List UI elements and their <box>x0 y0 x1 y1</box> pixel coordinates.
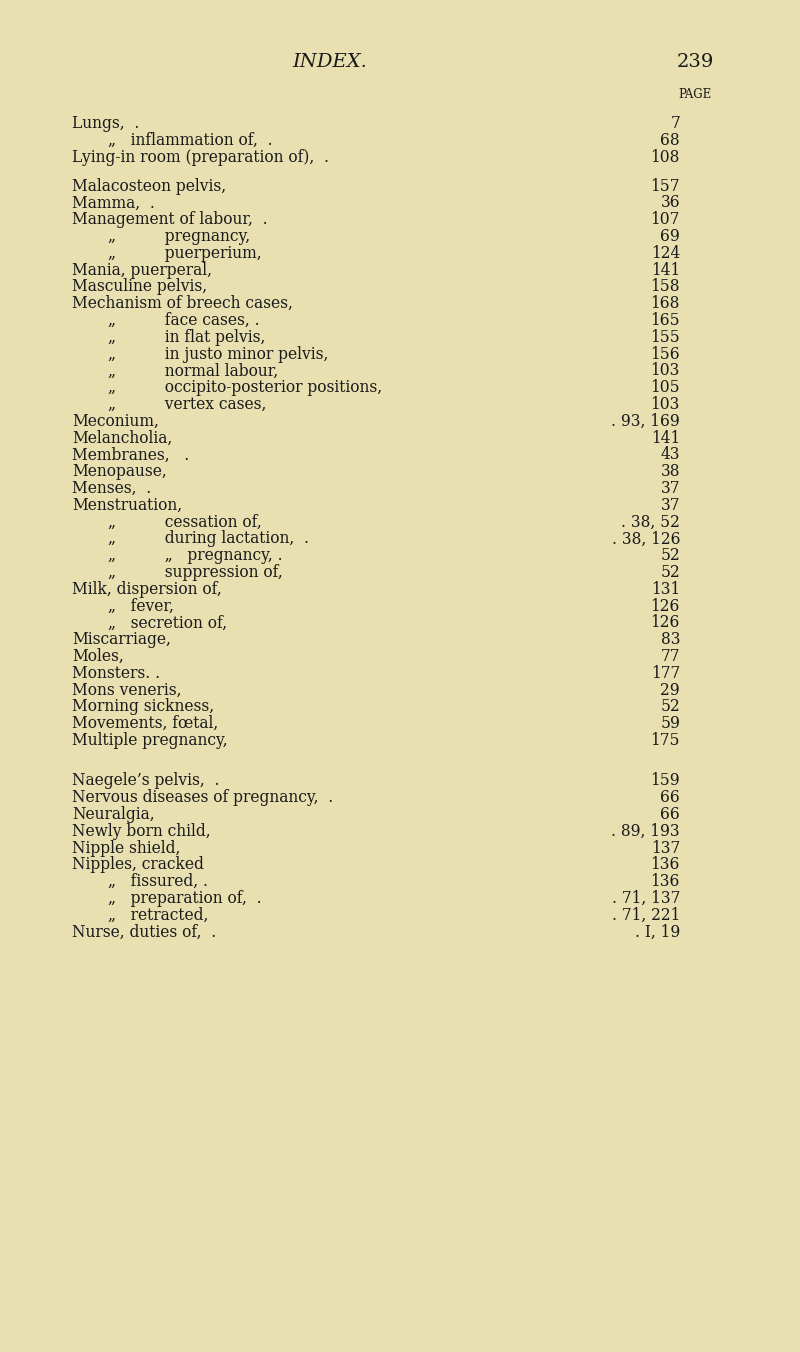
Text: INDEX.: INDEX. <box>293 53 367 72</box>
Text: „          suppression of,: „ suppression of, <box>108 564 282 581</box>
Text: 103: 103 <box>650 396 680 414</box>
Text: Meconium,: Meconium, <box>72 412 159 430</box>
Text: Mons veneris,: Mons veneris, <box>72 681 182 699</box>
Text: . 38, 126: . 38, 126 <box>611 530 680 548</box>
Text: „          puerperium,: „ puerperium, <box>108 245 262 262</box>
Text: Nipple shield,: Nipple shield, <box>72 840 180 857</box>
Text: 105: 105 <box>650 380 680 396</box>
Text: Moles,: Moles, <box>72 648 124 665</box>
Text: 52: 52 <box>660 699 680 715</box>
Text: Mechanism of breech cases,: Mechanism of breech cases, <box>72 295 293 312</box>
Text: Morning sickness,: Morning sickness, <box>72 699 214 715</box>
Text: 136: 136 <box>650 873 680 890</box>
Text: 77: 77 <box>661 648 680 665</box>
Text: 68: 68 <box>660 132 680 149</box>
Text: Malacosteon pelvis,: Malacosteon pelvis, <box>72 177 226 195</box>
Text: „          in justo minor pelvis,: „ in justo minor pelvis, <box>108 346 328 362</box>
Text: „          vertex cases,: „ vertex cases, <box>108 396 266 414</box>
Text: . 38, 52: . 38, 52 <box>621 514 680 530</box>
Text: Membranes,   .: Membranes, . <box>72 446 190 464</box>
Text: Movements, fœtal,: Movements, fœtal, <box>72 715 218 733</box>
Text: 108: 108 <box>650 149 680 166</box>
Text: Monsters. .: Monsters. . <box>72 665 160 681</box>
Text: 103: 103 <box>650 362 680 380</box>
Text: 29: 29 <box>660 681 680 699</box>
Text: Mamma,  .: Mamma, . <box>72 195 155 211</box>
Text: 136: 136 <box>650 856 680 873</box>
Text: „   secretion of,: „ secretion of, <box>108 614 227 631</box>
Text: . 89, 193: . 89, 193 <box>611 823 680 840</box>
Text: „          during lactation,  .: „ during lactation, . <box>108 530 309 548</box>
Text: PAGE: PAGE <box>678 88 712 100</box>
Text: 52: 52 <box>660 548 680 564</box>
Text: „          „   pregnancy, .: „ „ pregnancy, . <box>108 548 282 564</box>
Text: 83: 83 <box>661 631 680 648</box>
Text: 168: 168 <box>650 295 680 312</box>
Text: „          cessation of,: „ cessation of, <box>108 514 262 530</box>
Text: 126: 126 <box>650 598 680 615</box>
Text: 239: 239 <box>676 53 714 72</box>
Text: 137: 137 <box>650 840 680 857</box>
Text: 52: 52 <box>660 564 680 581</box>
Text: „          pregnancy,: „ pregnancy, <box>108 228 250 245</box>
Text: 177: 177 <box>650 665 680 681</box>
Text: . 71, 221: . 71, 221 <box>612 907 680 923</box>
Text: „          normal labour,: „ normal labour, <box>108 362 278 380</box>
Text: „   fissured, .: „ fissured, . <box>108 873 208 890</box>
Text: Neuralgia,: Neuralgia, <box>72 806 154 823</box>
Text: Management of labour,  .: Management of labour, . <box>72 211 268 228</box>
Text: 157: 157 <box>650 177 680 195</box>
Text: Mania, puerperal,: Mania, puerperal, <box>72 262 212 279</box>
Text: 66: 66 <box>660 790 680 806</box>
Text: 38: 38 <box>661 464 680 480</box>
Text: „   fever,: „ fever, <box>108 598 174 615</box>
Text: 59: 59 <box>660 715 680 733</box>
Text: 158: 158 <box>650 279 680 296</box>
Text: „   preparation of,  .: „ preparation of, . <box>108 890 262 907</box>
Text: Multiple pregnancy,: Multiple pregnancy, <box>72 731 228 749</box>
Text: 165: 165 <box>650 312 680 329</box>
Text: Menopause,: Menopause, <box>72 464 166 480</box>
Text: 141: 141 <box>650 430 680 446</box>
Text: 66: 66 <box>660 806 680 823</box>
Text: „   inflammation of,  .: „ inflammation of, . <box>108 132 273 149</box>
Text: Lungs,  .: Lungs, . <box>72 115 139 132</box>
Text: Menstruation,: Menstruation, <box>72 496 182 514</box>
Text: 155: 155 <box>650 329 680 346</box>
Text: „          occipito-posterior positions,: „ occipito-posterior positions, <box>108 380 382 396</box>
Text: 126: 126 <box>650 614 680 631</box>
Text: 141: 141 <box>650 262 680 279</box>
Text: 69: 69 <box>660 228 680 245</box>
Text: 159: 159 <box>650 772 680 790</box>
Text: Menses,  .: Menses, . <box>72 480 151 498</box>
Text: . I, 19: . I, 19 <box>634 923 680 941</box>
Text: Masculine pelvis,: Masculine pelvis, <box>72 279 207 296</box>
Text: 7: 7 <box>670 115 680 132</box>
Text: 156: 156 <box>650 346 680 362</box>
Text: 43: 43 <box>661 446 680 464</box>
Text: Miscarriage,: Miscarriage, <box>72 631 171 648</box>
Text: 37: 37 <box>661 496 680 514</box>
Text: Nervous diseases of pregnancy,  .: Nervous diseases of pregnancy, . <box>72 790 334 806</box>
Text: Newly born child,: Newly born child, <box>72 823 210 840</box>
Text: 131: 131 <box>650 581 680 598</box>
Text: Lying-in room (preparation of),  .: Lying-in room (preparation of), . <box>72 149 329 166</box>
Text: . 93, 169: . 93, 169 <box>611 412 680 430</box>
Text: Melancholia,: Melancholia, <box>72 430 172 446</box>
Text: 124: 124 <box>650 245 680 262</box>
Text: Naegele’s pelvis,  .: Naegele’s pelvis, . <box>72 772 219 790</box>
Text: „          face cases, .: „ face cases, . <box>108 312 260 329</box>
Text: 175: 175 <box>650 731 680 749</box>
Text: „   retracted,: „ retracted, <box>108 907 208 923</box>
Text: Nipples, cracked: Nipples, cracked <box>72 856 204 873</box>
Text: 36: 36 <box>660 195 680 211</box>
Text: . 71, 137: . 71, 137 <box>612 890 680 907</box>
Text: Nurse, duties of,  .: Nurse, duties of, . <box>72 923 216 941</box>
Text: 37: 37 <box>661 480 680 498</box>
Text: 107: 107 <box>650 211 680 228</box>
Text: „          in flat pelvis,: „ in flat pelvis, <box>108 329 266 346</box>
Text: Milk, dispersion of,: Milk, dispersion of, <box>72 581 222 598</box>
